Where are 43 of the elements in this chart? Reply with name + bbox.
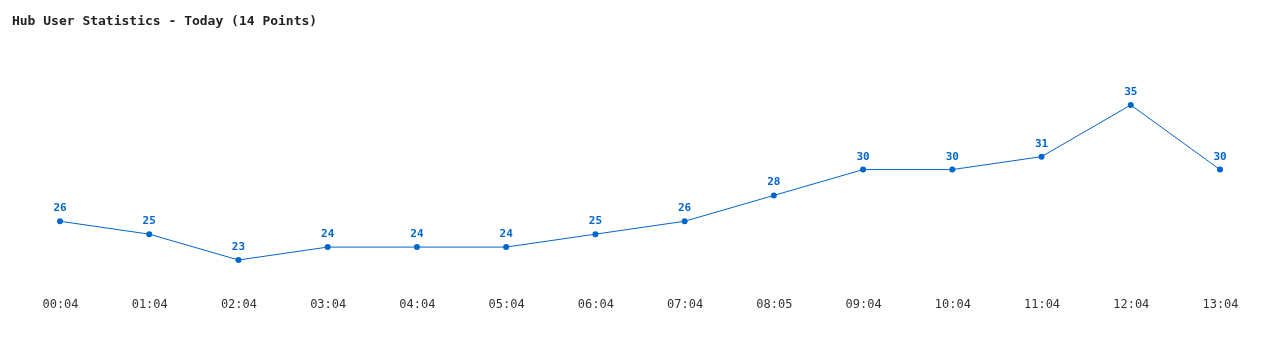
data-label: 25 — [588, 214, 603, 228]
point — [413, 244, 420, 251]
point — [770, 192, 777, 199]
x-tick-label: 09:04 — [845, 296, 882, 311]
x-tick-label: 02:04 — [220, 296, 258, 311]
data-label: 26 — [677, 201, 692, 215]
x-tick-label: 13:04 — [1202, 296, 1239, 311]
x-tick-label: 05:04 — [488, 296, 525, 311]
chart-title: Hub User Statistics - Today (14 Points) — [11, 13, 318, 28]
data-label: 24 — [321, 227, 335, 241]
data-label: 35 — [1124, 85, 1138, 98]
data-label: 30 — [1213, 149, 1227, 163]
data-label: 23 — [231, 240, 246, 253]
x-tick-label: 11:04 — [1023, 296, 1061, 311]
x-tick-label: 12:04 — [1113, 296, 1150, 311]
x-tick-label: 00:04 — [42, 296, 79, 311]
point — [324, 244, 331, 251]
x-tick-label: 04:04 — [399, 296, 436, 311]
point — [503, 244, 510, 251]
point — [592, 231, 599, 238]
x-tick-label: 07:04 — [667, 296, 704, 311]
data-label: 30 — [945, 149, 959, 163]
data-label: 28 — [767, 175, 781, 189]
x-tick-label: 03:04 — [310, 296, 347, 311]
data-label: 31 — [1034, 136, 1049, 150]
data-label: 25 — [142, 214, 156, 228]
point — [949, 166, 956, 173]
x-tick-label: 06:04 — [577, 296, 614, 311]
point — [57, 218, 63, 225]
data-label: 26 — [53, 201, 67, 215]
data-label: 24 — [499, 227, 514, 241]
point — [146, 231, 153, 238]
x-tick-label: 10:04 — [934, 296, 971, 311]
data-label: 30 — [856, 149, 870, 163]
point — [1038, 153, 1045, 160]
point — [1127, 102, 1134, 108]
point — [235, 257, 242, 263]
x-tick-label: 01:04 — [131, 296, 168, 311]
data-label: 24 — [410, 227, 424, 241]
point — [681, 218, 688, 225]
point — [1217, 166, 1223, 173]
point — [860, 166, 867, 173]
x-tick-label: 08:05 — [756, 296, 793, 311]
